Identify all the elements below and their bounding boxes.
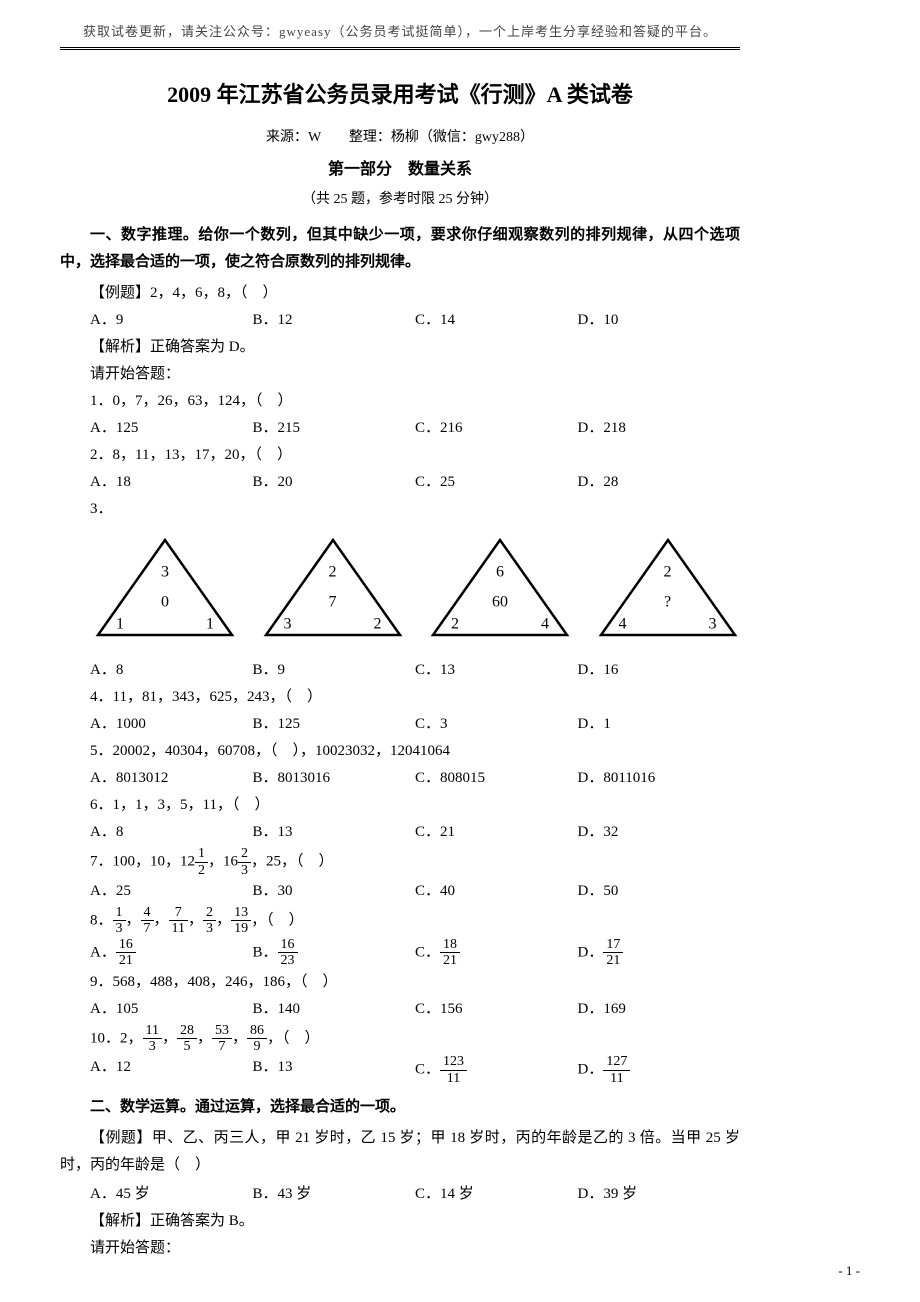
opt-a: A．105 [90,996,253,1023]
opt-d: D．39 岁 [578,1181,741,1208]
opt-c: C．12311 [415,1054,578,1086]
q8-label: 8． [90,912,113,928]
triangle-diagram: 2 7 3 2 [258,535,406,645]
q6-opts: A．8 B．13 C．21 D．32 [90,819,740,846]
opt-c: C．156 [415,996,578,1023]
opt-d: D．169 [578,996,741,1023]
opt-b: B．9 [253,657,416,684]
opt-b: B．215 [253,415,416,442]
opt-a: A．8 [90,819,253,846]
q5-opts: A．8013012 B．8013016 C．808015 D．8011016 [90,765,740,792]
opt-d: D．10 [578,307,741,334]
opt-d: D．1 [578,711,741,738]
q2-opts: A．18 B．20 C．25 D．28 [90,469,740,496]
opt-c: C．3 [415,711,578,738]
section2-intro: 二、数学运算。通过运算，选择最合适的一项。 [60,1094,740,1121]
triangle-diagram: 3 0 1 1 [90,535,238,645]
opt-b: B．30 [253,878,416,905]
opt-d: D．16 [578,657,741,684]
opt-c: C．216 [415,415,578,442]
q3-label: 3． [90,496,740,523]
q5-stem: 5．20002，40304，60708，（ ），10023032，1204106… [90,738,740,765]
q7-mid1: ，16 [208,853,238,869]
page-number: - 1 - [838,1259,860,1282]
example2-ans: 【解析】正确答案为 B。 [90,1208,740,1235]
q4-opts: A．1000 B．125 C．3 D．1 [90,711,740,738]
example2-stem: 【例题】甲、乙、丙三人，甲 21 岁时，乙 15 岁；甲 18 岁时，丙的年龄是… [60,1125,740,1179]
opt-b: B．13 [253,819,416,846]
opt-a: A．45 岁 [90,1181,253,1208]
example1-stem: 【例题】2，4，6，8，（ ） [90,280,740,307]
opt-d: D．12711 [578,1054,741,1086]
opt-b: B．140 [253,996,416,1023]
q8-opts: A．1621 B．1623 C．1821 D．1721 [90,937,740,969]
opt-a: A．12 [90,1054,253,1086]
opt-b: B．12 [253,307,416,334]
opt-d: D．1721 [578,937,741,969]
q1-stem: 1．0，7，26，63，124，（ ） [90,388,740,415]
opt-a: A．8013012 [90,765,253,792]
q9-stem: 9．568，488，408，246，186，（ ） [90,969,740,996]
opt-c: C．21 [415,819,578,846]
opt-a: A．9 [90,307,253,334]
q8-stem: 8．13，47，711，23，1319，（ ） [90,905,740,937]
q1-opts: A．125 B．215 C．216 D．218 [90,415,740,442]
opt-c: C．808015 [415,765,578,792]
begin2-label: 请开始答题： [90,1235,740,1262]
opt-d: D．28 [578,469,741,496]
example1-opts: A．9 B．12 C．14 D．10 [90,307,740,334]
q10-label: 10．2， [90,1030,143,1046]
opt-b: B．1623 [253,937,416,969]
q7-f2: 23 [238,846,251,878]
opt-b: B．43 岁 [253,1181,416,1208]
opt-a: A．1621 [90,937,253,969]
opt-a: A．125 [90,415,253,442]
q7-pre: 7．100，10，12 [90,853,195,869]
triangle-diagram: 6 60 2 4 [425,535,573,645]
q10-tail: ，（ ） [267,1030,320,1046]
q10-opts: A．12 B．13 C．12311 D．12711 [90,1054,740,1086]
triangle-diagram: 2 ? 4 3 [593,535,741,645]
q9-opts: A．105 B．140 C．156 D．169 [90,996,740,1023]
begin-label: 请开始答题： [90,361,740,388]
opt-c: C．14 [415,307,578,334]
section1-intro: 一、数字推理。给你一个数列，但其中缺少一项，要求你仔细观察数列的排列规律，从四个… [60,222,740,276]
opt-c: C．14 岁 [415,1181,578,1208]
q3-triangles: 3 0 1 1 2 7 3 2 6 60 2 4 2 ? 4 3 [90,535,740,645]
q7-post: ，25，（ ） [251,853,334,869]
part-sub: （共 25 题，参考时限 25 分钟） [60,187,740,212]
opt-c: C．1821 [415,937,578,969]
doc-title: 2009 年江苏省公务员录用考试《行测》A 类试卷 [60,75,740,115]
opt-a: A．25 [90,878,253,905]
opt-b: B．8013016 [253,765,416,792]
opt-c: C．13 [415,657,578,684]
opt-d: D．8011016 [578,765,741,792]
q4-stem: 4．11，81，343，625，243，（ ） [90,684,740,711]
q7-opts: A．25 B．30 C．40 D．50 [90,878,740,905]
part-title: 第一部分 数量关系 [60,156,740,185]
q7-f1: 12 [195,846,208,878]
opt-d: D．218 [578,415,741,442]
q8-tail: ，（ ） [251,912,304,928]
opt-b: B．20 [253,469,416,496]
opt-d: D．50 [578,878,741,905]
q6-stem: 6．1，1，3，5，11，（ ） [90,792,740,819]
opt-b: B．125 [253,711,416,738]
q10-stem: 10．2，113，285，537，869，（ ） [90,1023,740,1055]
header-note: 获取试卷更新，请关注公众号：gwyeasy（公务员考试挺简单），一个上岸考生分享… [60,20,740,43]
q2-stem: 2．8，11，13，17，20，（ ） [90,442,740,469]
q7-stem: 7．100，10，1212，1623，25，（ ） [90,846,740,878]
source-line: 来源：W 整理：杨柳（微信：gwy288） [60,125,740,150]
opt-c: C．25 [415,469,578,496]
opt-b: B．13 [253,1054,416,1086]
opt-a: A．18 [90,469,253,496]
opt-d: D．32 [578,819,741,846]
example1-ans: 【解析】正确答案为 D。 [90,334,740,361]
opt-a: A．1000 [90,711,253,738]
q3-opts: A．8 B．9 C．13 D．16 [90,657,740,684]
example2-opts: A．45 岁 B．43 岁 C．14 岁 D．39 岁 [90,1181,740,1208]
opt-a: A．8 [90,657,253,684]
header-rule [60,47,740,50]
opt-c: C．40 [415,878,578,905]
